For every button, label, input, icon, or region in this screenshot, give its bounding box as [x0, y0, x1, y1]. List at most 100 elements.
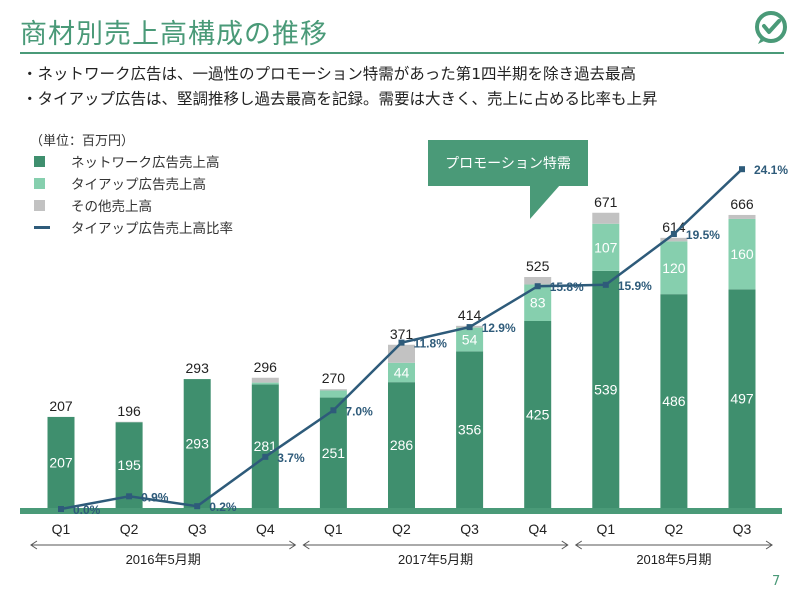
bar-other [660, 237, 688, 242]
bar-value-label: 286 [390, 437, 414, 453]
bar-network [728, 289, 756, 508]
bullet-list: ・ネットワーク広告は、一過性のプロモーション特需があった第1四半期を除き過去最高… [22, 62, 658, 112]
bar-total-label: 671 [594, 194, 618, 210]
group-bracket-arrow-right [289, 540, 297, 550]
ratio-point [739, 166, 745, 173]
bar-other [251, 377, 279, 383]
bar-network [524, 321, 552, 508]
x-tick-label: Q3 [733, 521, 752, 537]
bar-value-label: 293 [186, 436, 210, 452]
page-title: 商材別売上高構成の推移 [20, 19, 328, 50]
page-number: 7 [772, 574, 781, 589]
bar-network [47, 416, 75, 508]
bar-value-label: 107 [594, 239, 618, 255]
ratio-point [466, 324, 473, 331]
legend-item-tieup: タイアップ広告売上高 [34, 172, 233, 194]
x-tick-label: Q3 [188, 521, 207, 537]
group-label: 2017年5月期 [398, 552, 473, 567]
bar-network [388, 382, 415, 508]
bullet-tieup: ・タイアップ広告は、堅調推移し過去最高を記録。需要は大きく、売上に占める比率も上… [22, 90, 658, 108]
legend-swatch-ratio [34, 225, 50, 229]
bar-total-label: 270 [322, 370, 346, 386]
bar-network [660, 294, 688, 508]
bar-tieup [456, 327, 484, 352]
group-bracket-arrow-right [765, 540, 773, 550]
ratio-label: 0.0% [73, 503, 101, 517]
bar-other [319, 389, 347, 391]
bar-value-label: 44 [394, 364, 410, 380]
bar-value-label: 486 [662, 393, 686, 409]
ratio-point [602, 281, 609, 288]
bar-total-label: 371 [390, 326, 414, 342]
bar-other [388, 344, 415, 363]
bar-value-label: 281 [254, 438, 278, 454]
ratio-label: 7.0% [345, 404, 373, 418]
bar-other [728, 214, 756, 219]
bar-network [183, 379, 211, 508]
ratio-label: 15.9% [618, 279, 652, 293]
legend-item-network: ネットワーク広告売上高 [34, 150, 233, 172]
bar-tieup [319, 390, 347, 398]
promotion-callout-pointer [530, 185, 560, 219]
bar-total-label: 525 [526, 258, 550, 274]
bar-total-label: 207 [49, 398, 73, 414]
ratio-point [670, 231, 677, 238]
legend-swatch-tieup [34, 177, 45, 189]
ratio-label: 24.1% [754, 163, 788, 177]
ratio-point [534, 283, 541, 290]
legend-label-tieup: タイアップ広告売上高 [71, 177, 206, 193]
bar-total-label: 614 [662, 219, 686, 235]
chat-bubble-check-logo [755, 11, 787, 44]
legend-item-ratio: タイアップ広告売上高比率 [34, 216, 233, 238]
bar-tieup [592, 223, 620, 271]
ratio-label: 0.9% [141, 490, 169, 504]
ratio-point [330, 407, 337, 414]
bar-tieup [728, 218, 756, 290]
bar-value-label: 54 [462, 331, 478, 347]
bar-value-label: 497 [730, 391, 754, 407]
bullet-network: ・ネットワーク広告は、一過性のプロモーション特需があった第1四半期を除き過去最高 [22, 65, 637, 83]
x-tick-label: Q2 [665, 521, 684, 537]
legend-item-other: その他売上高 [34, 194, 233, 216]
x-tick-label: Q2 [392, 521, 411, 537]
bar-total-label: 296 [254, 359, 278, 375]
bar-value-label: 251 [322, 445, 346, 461]
x-tick-label: Q1 [324, 521, 343, 537]
bar-total-label: 666 [730, 196, 754, 212]
legend-swatch-network [34, 155, 45, 167]
ratio-point [262, 453, 269, 460]
unit-label: （単位：百万円） [30, 134, 135, 149]
ratio-label: 12.9% [482, 321, 516, 335]
ratio-point [194, 503, 201, 510]
bar-value-label: 120 [662, 260, 686, 276]
bar-total-label: 293 [186, 360, 210, 376]
x-tick-label: Q4 [256, 521, 275, 537]
legend-label-network: ネットワーク広告売上高 [71, 155, 220, 171]
bar-value-label: 160 [730, 246, 754, 262]
bar-network [251, 384, 279, 508]
ratio-label: 0.2% [209, 500, 237, 514]
bar-tieup [251, 382, 279, 385]
legend-label-ratio: タイアップ広告売上高比率 [71, 221, 233, 237]
bar-network [456, 351, 484, 508]
bar-other [524, 277, 552, 285]
title-underline [20, 52, 784, 54]
ratio-label: 19.5% [686, 228, 720, 242]
ratio-label: 11.8% [414, 337, 448, 351]
x-tick-label: Q3 [460, 521, 479, 537]
ratio-point [58, 506, 64, 512]
bar-tieup [388, 362, 415, 383]
bar-value-label: 356 [458, 422, 482, 438]
bar-value-label: 425 [526, 407, 550, 423]
chart-legend: ネットワーク広告売上高 タイアップ広告売上高 その他売上高 タイアップ広告売上高… [34, 150, 233, 238]
x-tick-label: Q2 [120, 521, 139, 537]
group-label: 2016年5月期 [126, 552, 201, 567]
group-bracket-arrow-left [30, 540, 38, 550]
group-label: 2018年5月期 [636, 552, 711, 567]
x-tick-label: Q1 [596, 521, 615, 537]
ratio-label: 3.7% [277, 451, 305, 465]
ratio-point [126, 493, 133, 500]
legend-label-other: その他売上高 [71, 199, 152, 215]
bar-value-label: 195 [117, 457, 141, 473]
